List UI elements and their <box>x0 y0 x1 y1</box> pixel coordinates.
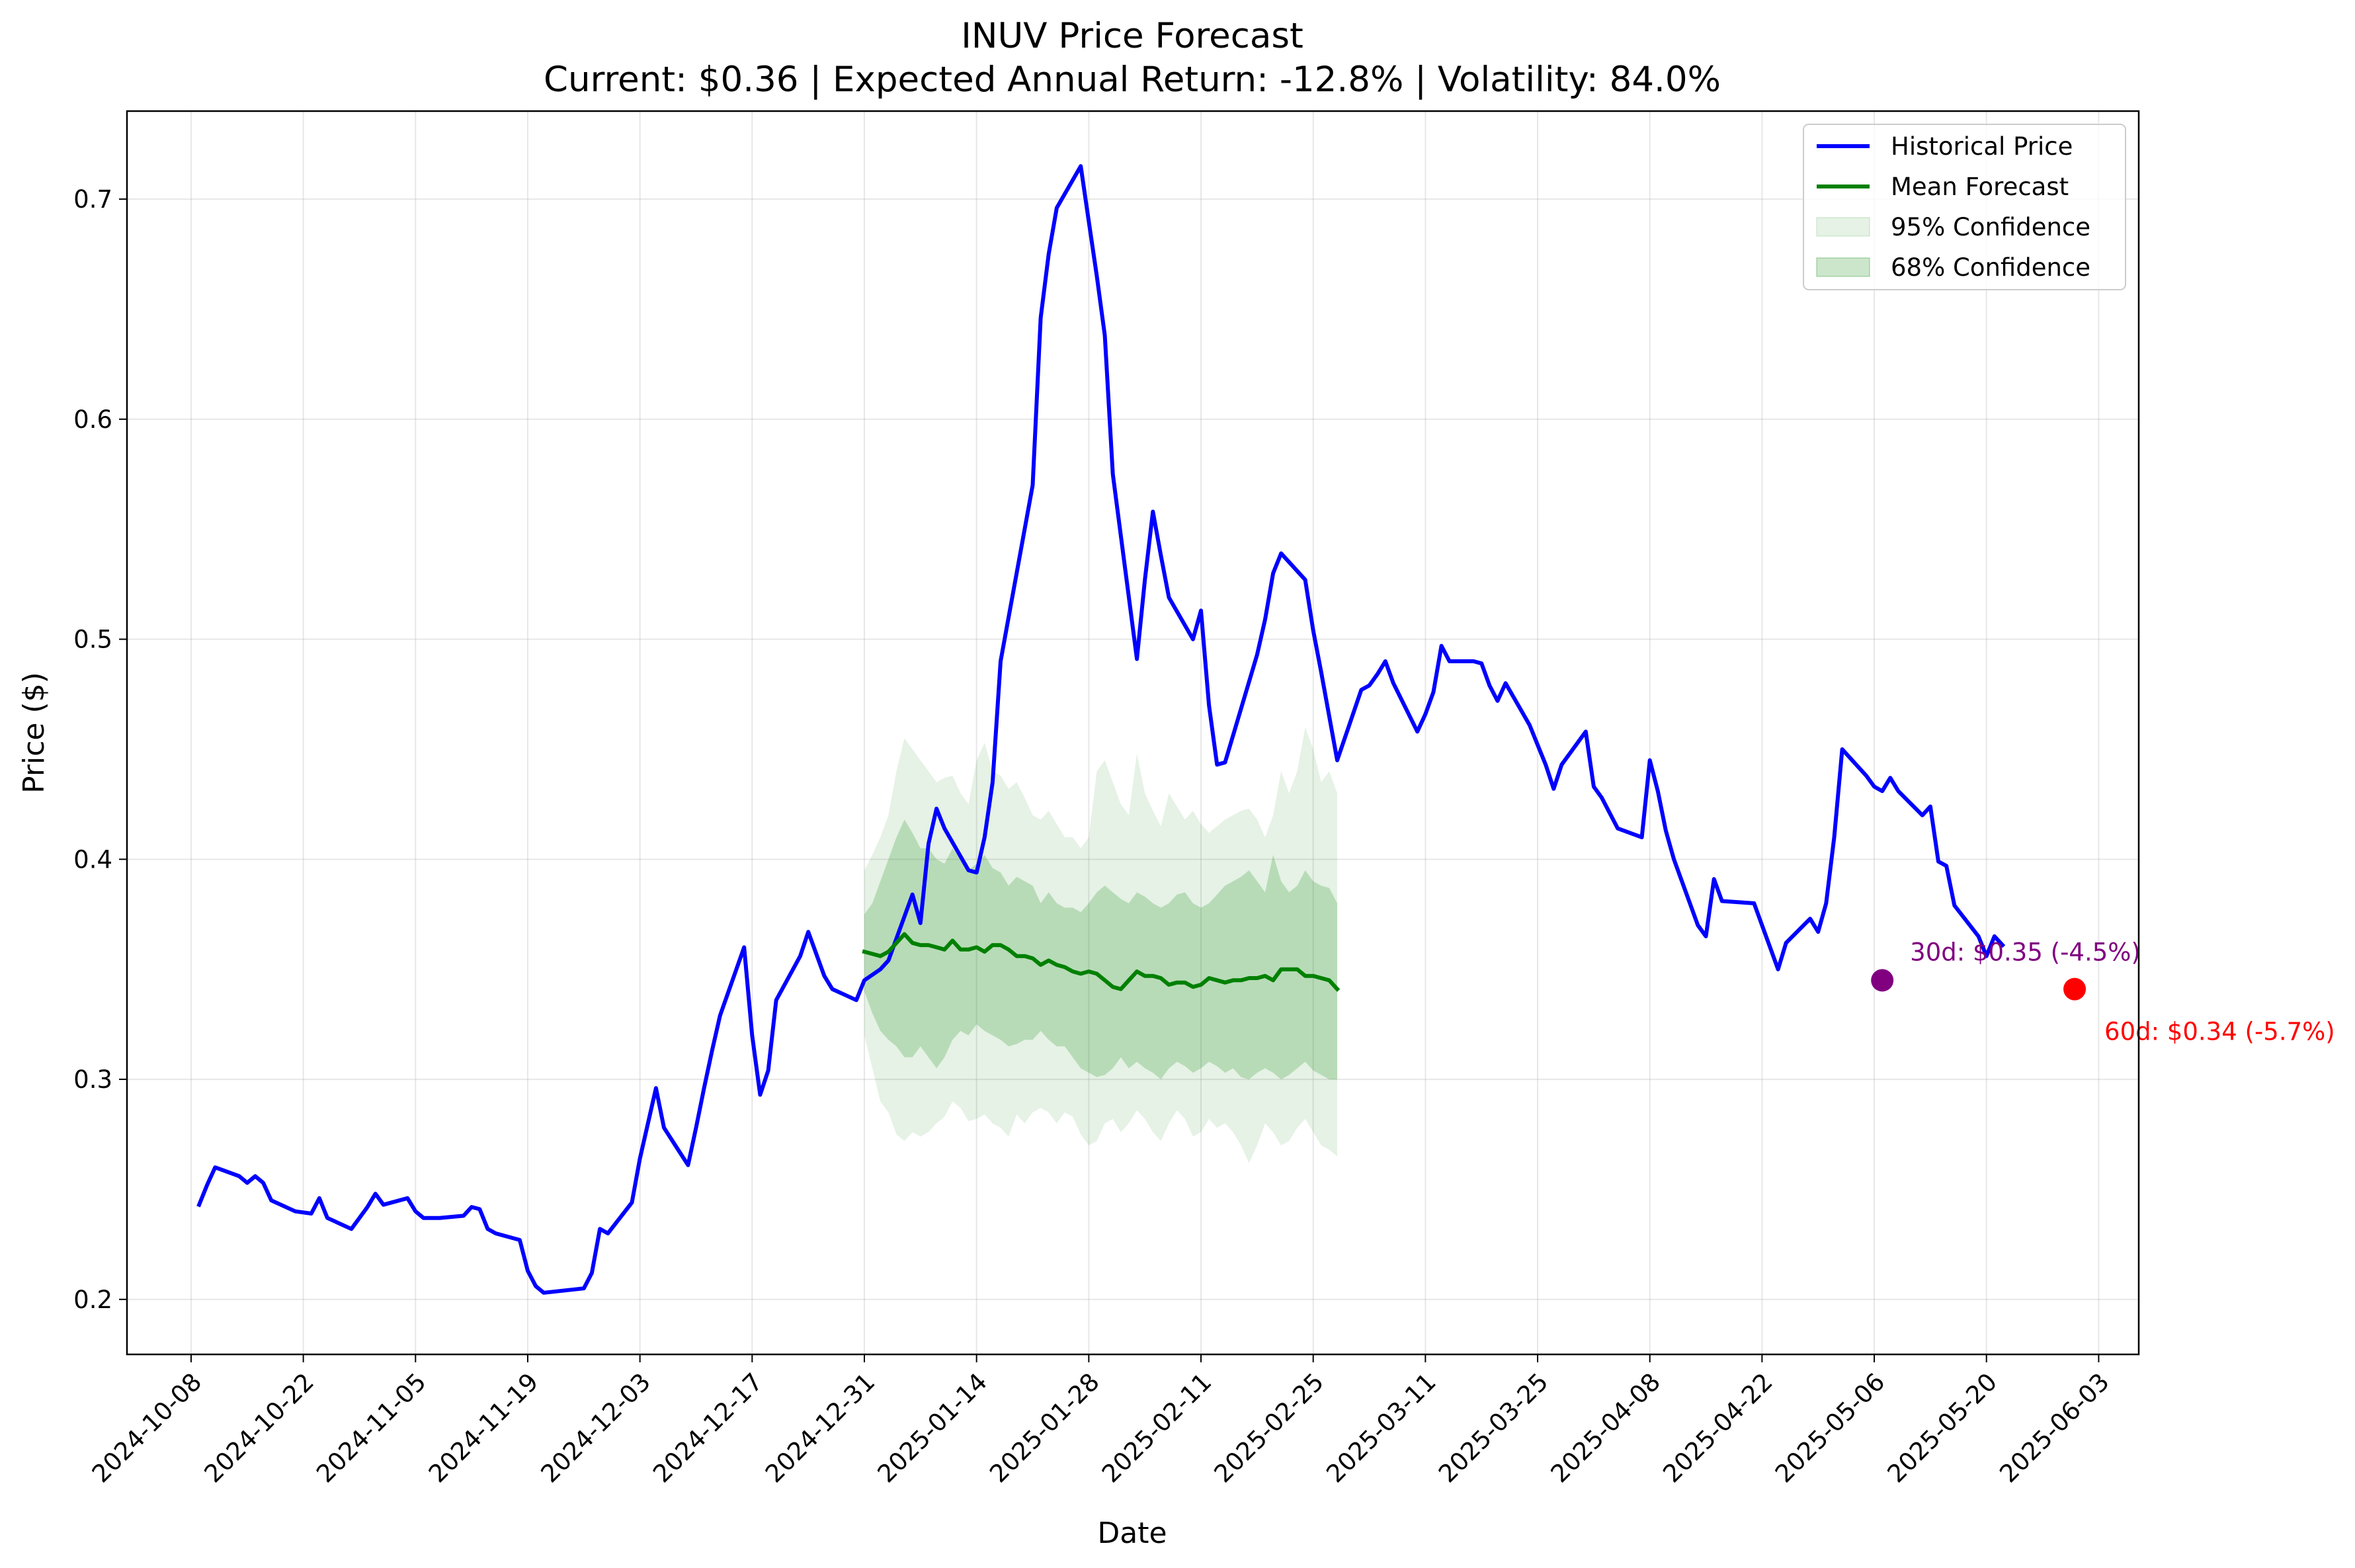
y-tick-label: 0.4 <box>73 845 112 874</box>
mean-forecast-line <box>862 932 1341 992</box>
annotation-60d: 60d: $0.34 (-5.7%) <box>2104 1018 2335 1046</box>
legend-label: 95% Confidence <box>1891 213 2090 241</box>
forecast-markers: 30d: $0.35 (-4.5%) 60d: $0.34 (-5.7%) <box>1871 938 2335 1046</box>
chart-subtitle: Current: $0.36 | Expected Annual Return:… <box>544 60 1721 100</box>
confidence-bands <box>864 727 1337 1163</box>
confidence-band <box>864 819 1337 1080</box>
series-lines <box>196 164 2006 1295</box>
legend-label: Mean Forecast <box>1891 173 2069 201</box>
x-axis-label: Date <box>1097 1516 1167 1550</box>
y-tick-label: 0.3 <box>73 1065 112 1094</box>
marker-60d <box>2063 977 2086 1001</box>
historical-price-line <box>196 164 2006 1295</box>
confidence-band <box>864 727 1337 1163</box>
y-tick-label: 0.5 <box>73 626 112 654</box>
y-tick-label: 0.6 <box>73 405 112 434</box>
legend-label: 68% Confidence <box>1891 253 2090 282</box>
marker-30d <box>1871 969 1894 992</box>
annotation-30d: 30d: $0.35 (-4.5%) <box>1910 938 2141 966</box>
legend-box <box>1803 124 2126 290</box>
y-tick-label: 0.2 <box>73 1286 112 1314</box>
y-axis-label: Price ($) <box>17 672 51 794</box>
legend-patch-swatch <box>1816 257 1870 277</box>
legend: Historical Price Mean Forecast 95% Confide… <box>1803 124 2126 290</box>
y-tick-label: 0.7 <box>73 185 112 214</box>
y-axis-ticks: 0.2 0.3 0.4 0.5 0.6 0.7 <box>73 185 127 1314</box>
chart-title: INUV Price Forecast <box>961 16 1303 56</box>
legend-label: Historical Price <box>1891 132 2073 161</box>
legend-patch-swatch <box>1816 217 1870 237</box>
plot-frame <box>126 110 2140 1356</box>
